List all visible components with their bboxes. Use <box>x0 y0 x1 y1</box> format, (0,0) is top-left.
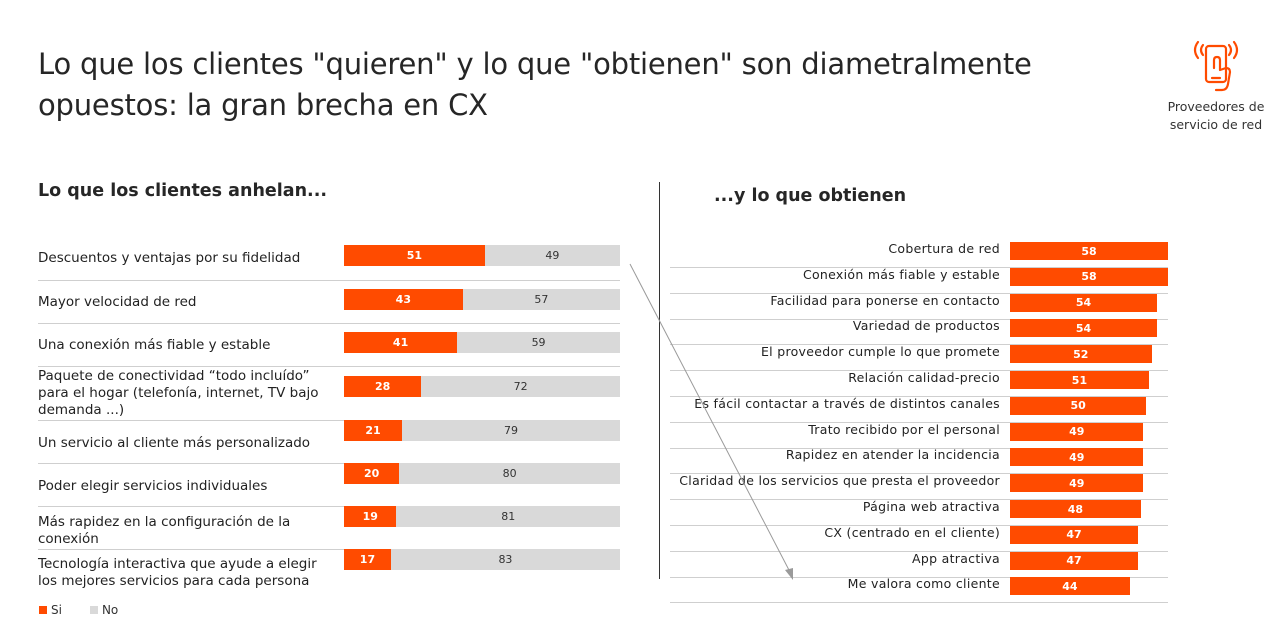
desire-label: Poder elegir servicios individuales <box>38 478 268 494</box>
legend: Si No <box>39 603 118 617</box>
stacked-bar: 21 79 <box>344 420 620 441</box>
bar-yes: 21 <box>344 420 402 441</box>
reality-row: CX (centrado en el cliente) 47 <box>670 525 1168 552</box>
reality-row: Claridad de los servicios que presta el … <box>670 473 1168 501</box>
stacked-bar: 51 49 <box>344 245 620 266</box>
reality-label: Es fácil contactar a través de distintos… <box>694 395 1000 411</box>
reality-row: Página web atractiva 48 <box>670 499 1168 526</box>
desire-label: Paquete de conectividad “todo incluído” … <box>38 368 319 418</box>
reality-label: Claridad de los servicios que presta el … <box>679 473 1000 489</box>
reality-row: App atractiva 47 <box>670 551 1168 578</box>
phone-touch-icon <box>1193 40 1239 92</box>
stacked-bar: 28 72 <box>344 376 620 397</box>
bar-no: 80 <box>399 463 620 484</box>
bar-yes: 17 <box>344 549 391 570</box>
bar-no: 49 <box>484 245 620 266</box>
reality-row: Trato recibido por el personal 49 <box>670 422 1168 449</box>
desire-row: Mayor velocidad de red 43 57 <box>38 280 620 324</box>
bar-yes: 51 <box>344 245 485 266</box>
desire-label: Mayor velocidad de red <box>38 294 197 310</box>
reality-bar: 54 <box>1010 319 1158 338</box>
right-subtitle: ...y lo que obtienen <box>714 186 907 206</box>
reality-row: Rapidez en atender la incidencia 49 <box>670 447 1168 475</box>
bar-yes: 41 <box>344 332 458 353</box>
reality-bar: 58 <box>1010 242 1168 260</box>
desire-row: Descuentos y ventajas por su fidelidad 51… <box>38 237 620 281</box>
stacked-bar: 43 57 <box>344 289 620 310</box>
stacked-bar: 17 83 <box>344 549 620 570</box>
reality-row: Cobertura de red 58 <box>670 241 1168 268</box>
reality-label: CX (centrado en el cliente) <box>824 524 1000 540</box>
reality-label: El proveedor cumple lo que promete <box>760 344 1000 360</box>
reality-label: Facilidad para ponerse en contacto <box>770 292 1000 308</box>
reality-row: Conexión más fiable y estable 58 <box>670 267 1168 294</box>
reality-bar: 47 <box>1010 525 1139 544</box>
reality-row: Relación calidad-precio 51 <box>670 370 1168 397</box>
legend-no-swatch <box>89 606 98 614</box>
reality-label: App atractiva <box>912 550 1000 566</box>
chart-divider <box>659 182 660 579</box>
desire-label: Más rapidez en la configuración de la co… <box>38 514 291 547</box>
reality-label: Me valora como cliente <box>847 576 1000 592</box>
reality-bar: 49 <box>1010 448 1144 467</box>
reality-bar: 54 <box>1010 293 1158 312</box>
reality-label: Trato recibido por el personal <box>808 421 1000 437</box>
bar-no: 59 <box>457 332 620 353</box>
bar-no: 72 <box>421 376 620 397</box>
desire-label: Descuentos y ventajas por su fidelidad <box>38 250 301 266</box>
stacked-bar: 20 80 <box>344 463 620 484</box>
reality-row: Variedad de productos 54 <box>670 318 1168 346</box>
reality-bar: 44 <box>1010 577 1130 596</box>
reality-row: Es fácil contactar a través de distintos… <box>670 396 1168 423</box>
badge-label: Proveedores de servicio de red <box>1167 99 1265 132</box>
bar-no: 83 <box>390 549 620 570</box>
stacked-bar: 41 59 <box>344 332 620 353</box>
reality-label: Página web atractiva <box>862 499 1000 514</box>
reality-row: Me valora como cliente 44 <box>670 576 1168 604</box>
reality-bar: 51 <box>1010 371 1149 389</box>
reality-bar: 52 <box>1010 345 1152 364</box>
desire-row: Una conexión más fiable y estable 41 59 <box>38 323 620 367</box>
left-subtitle: Lo que los clientes anhelan... <box>38 181 327 201</box>
reality-row: El proveedor cumple lo que promete 52 <box>670 344 1168 372</box>
reality-bar: 47 <box>1010 551 1139 570</box>
reality-bar: 58 <box>1010 267 1168 286</box>
reality-bar: 50 <box>1010 396 1147 415</box>
bar-yes: 43 <box>344 289 463 310</box>
stacked-bar: 19 81 <box>344 506 620 527</box>
desire-row: Tecnología interactiva que ayude a elegi… <box>38 549 620 589</box>
bar-yes: 20 <box>344 463 400 484</box>
reality-bar: 49 <box>1010 422 1144 441</box>
reality-label: Variedad de productos <box>852 318 1000 334</box>
reality-label: Relación calidad-precio <box>848 370 1000 385</box>
desire-label: Tecnología interactiva que ayude a elegi… <box>38 556 317 589</box>
desire-row: Paquete de conectividad “todo incluído” … <box>38 366 620 421</box>
reality-bar: 49 <box>1010 474 1144 493</box>
bar-no: 81 <box>396 506 620 527</box>
reality-label: Cobertura de red <box>888 241 1000 256</box>
bar-no: 57 <box>462 289 620 310</box>
desire-label: Un servicio al cliente más personalizado <box>38 435 311 451</box>
desire-row: Un servicio al cliente más personalizado… <box>38 420 620 464</box>
desire-row: Más rapidez en la configuración de la co… <box>38 506 620 550</box>
legend-no-label: No <box>101 603 119 617</box>
legend-yes-label: Si <box>51 603 62 617</box>
provider-badge: Proveedores de servicio de red <box>1160 32 1272 134</box>
reality-row: Facilidad para ponerse en contacto 54 <box>670 293 1168 320</box>
page-title: Lo que los clientes "quieren" y lo que "… <box>38 47 1032 122</box>
bar-yes: 19 <box>344 506 397 527</box>
reality-label: Conexión más fiable y estable <box>802 266 1000 282</box>
reality-bar: 48 <box>1010 500 1141 518</box>
legend-yes-swatch <box>39 606 47 614</box>
bar-yes: 28 <box>344 376 422 397</box>
bar-no: 79 <box>401 420 620 441</box>
desire-row: Poder elegir servicios individuales 20 80 <box>38 463 620 507</box>
reality-label: Rapidez en atender la incidencia <box>785 447 1000 463</box>
desire-label: Una conexión más fiable y estable <box>38 337 271 353</box>
